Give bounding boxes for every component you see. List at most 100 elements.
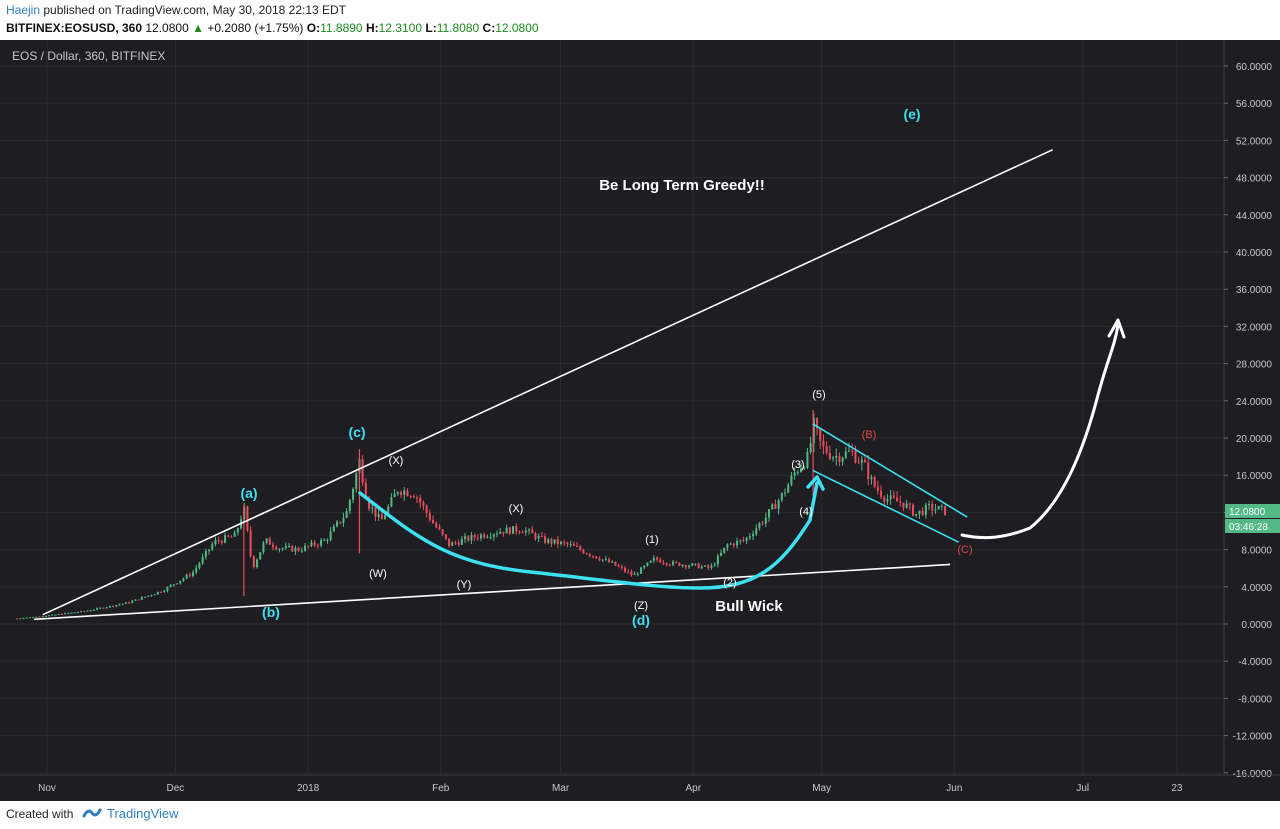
candle <box>233 532 236 537</box>
bull-wick-curve <box>358 481 819 590</box>
candle <box>54 614 57 616</box>
candle <box>864 459 867 463</box>
candle <box>457 542 460 545</box>
candle <box>89 610 92 612</box>
candle <box>729 543 732 545</box>
candle <box>659 559 662 563</box>
candle <box>387 506 390 516</box>
projection-arrow <box>960 323 1120 540</box>
candle <box>768 509 771 518</box>
candle <box>464 536 467 540</box>
candle <box>588 554 591 556</box>
candle <box>214 540 217 545</box>
headline-text: Be Long Term Greedy!! <box>599 177 765 194</box>
candle <box>726 544 729 548</box>
tradingview-logo-icon[interactable] <box>82 806 102 820</box>
candle <box>736 541 739 546</box>
candle <box>784 492 787 494</box>
candle <box>364 482 367 498</box>
candle <box>672 561 675 565</box>
candle <box>451 542 454 546</box>
candle <box>268 538 271 545</box>
candle <box>534 533 537 539</box>
candle <box>700 566 703 569</box>
candle <box>192 572 195 576</box>
candle <box>390 497 393 507</box>
candle <box>176 583 179 585</box>
candle <box>620 566 623 568</box>
candle <box>873 477 876 487</box>
candle <box>121 603 124 605</box>
candle <box>416 497 419 499</box>
candle <box>918 510 921 514</box>
candle <box>790 475 793 485</box>
candle <box>515 526 518 532</box>
candle <box>236 528 239 533</box>
candle <box>368 497 371 509</box>
candle <box>707 565 710 568</box>
candle <box>774 504 777 509</box>
candle <box>428 512 431 520</box>
candle <box>51 614 54 616</box>
candle <box>102 607 105 609</box>
candle <box>147 595 150 597</box>
chart-panel[interactable]: 60.0000 56.0000 52.0000 48.0000 44.0000 40.00… <box>0 40 1280 801</box>
candle <box>761 523 764 525</box>
candle <box>745 537 748 541</box>
candle <box>230 536 233 538</box>
candle <box>67 612 70 614</box>
author-link[interactable]: Haejin <box>6 3 41 17</box>
wave-label-5: (5) <box>812 389 825 401</box>
candle <box>150 595 153 597</box>
price-scale-label: 24.0000 <box>1236 397 1273 408</box>
candle <box>60 614 63 616</box>
candle <box>489 536 492 538</box>
candle <box>876 486 879 491</box>
candle <box>652 557 655 561</box>
candle <box>259 552 262 560</box>
candle <box>908 503 911 505</box>
candle <box>320 540 323 546</box>
price-scale-label: -16.0000 <box>1233 769 1273 780</box>
candle <box>144 596 147 598</box>
price-chart[interactable]: 60.0000 56.0000 52.0000 48.0000 44.0000 40.00… <box>0 40 1280 801</box>
price-scale-label: 52.0000 <box>1236 136 1273 147</box>
price-scale[interactable] <box>1224 40 1280 801</box>
candle <box>710 565 713 568</box>
candle <box>867 462 870 479</box>
candle <box>755 528 758 535</box>
candle <box>329 531 332 540</box>
candle <box>163 590 166 593</box>
candle <box>758 523 761 529</box>
candle <box>640 567 643 574</box>
wave-label-4: (4) <box>799 506 812 518</box>
price-change: +0.2080 (+1.75%) <box>207 21 304 35</box>
candle <box>35 616 38 618</box>
candle <box>28 617 31 619</box>
candle <box>841 457 844 462</box>
time-axis-label: 2018 <box>297 783 320 794</box>
candle <box>304 545 307 551</box>
candle <box>694 563 697 565</box>
symbol-label: BITFINEX:EOSUSD, 360 <box>6 21 143 35</box>
candle <box>275 547 278 550</box>
candle <box>38 616 41 618</box>
candle <box>227 535 230 537</box>
candle <box>704 565 707 567</box>
tradingview-brand-link[interactable]: TradingView <box>107 806 179 821</box>
wave-label-c: (c) <box>348 424 365 440</box>
close-value: 12.0800 <box>495 21 539 35</box>
time-axis-label: May <box>812 783 831 794</box>
candle <box>438 527 441 530</box>
candle <box>444 534 447 539</box>
candle <box>198 563 201 568</box>
candle <box>182 578 185 581</box>
candle <box>281 548 284 550</box>
candle <box>64 613 67 615</box>
candle <box>380 514 383 520</box>
candle <box>323 539 326 541</box>
candle <box>819 428 822 441</box>
candle <box>780 492 783 501</box>
candle <box>454 542 457 544</box>
candle <box>678 562 681 567</box>
